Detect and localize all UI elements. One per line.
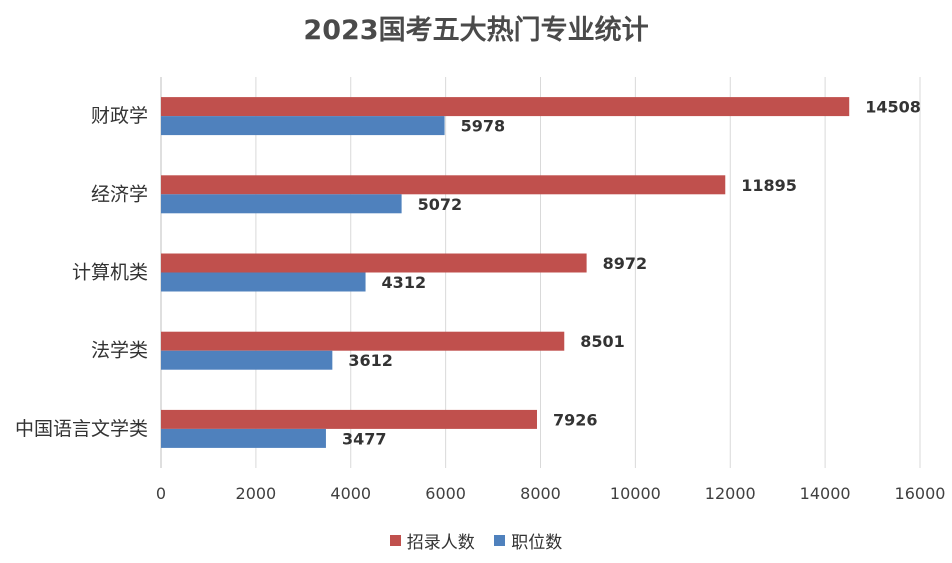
data-label-s1-c4: 3477 bbox=[342, 429, 387, 448]
legend-item-positions: 职位数 bbox=[494, 528, 562, 553]
bar-s0-c2 bbox=[161, 253, 587, 273]
legend: 招录人数 职位数 bbox=[0, 528, 952, 553]
data-label-s0-c0: 14508 bbox=[865, 98, 921, 117]
category-label-4: 中国语言文学类 bbox=[15, 418, 148, 440]
legend-item-recruits: 招录人数 bbox=[389, 528, 475, 553]
category-label-1: 经济学 bbox=[91, 183, 148, 205]
x-tick-label-5: 10000 bbox=[610, 484, 661, 503]
category-label-0: 财政学 bbox=[91, 105, 148, 127]
bar-s0-c3 bbox=[161, 331, 565, 351]
data-label-s1-c0: 5978 bbox=[461, 117, 506, 136]
bar-s1-c2 bbox=[161, 272, 366, 292]
bar-s1-c0 bbox=[161, 116, 445, 136]
data-label-s0-c4: 7926 bbox=[553, 410, 598, 429]
data-label-s1-c3: 3612 bbox=[348, 351, 393, 370]
data-label-s0-c1: 11895 bbox=[741, 176, 797, 195]
bar-s0-c4 bbox=[161, 409, 537, 429]
bar-s0-c0 bbox=[161, 97, 850, 117]
x-tick-label-0: 0 bbox=[156, 484, 166, 503]
x-tick-label-7: 14000 bbox=[800, 484, 851, 503]
legend-swatch-recruits bbox=[389, 535, 401, 546]
category-label-2: 计算机类 bbox=[72, 262, 148, 284]
x-tick-label-4: 8000 bbox=[520, 484, 561, 503]
category-label-3: 法学类 bbox=[91, 340, 148, 362]
legend-label-positions: 职位数 bbox=[511, 533, 563, 553]
bar-s1-c4 bbox=[161, 428, 326, 448]
bar-s0-c1 bbox=[161, 175, 726, 195]
bar-chart: 0 2000 4000 6000 8000 10000 12000 14000 16000 财政学… bbox=[15, 77, 946, 503]
data-label-s1-c2: 4312 bbox=[382, 273, 427, 292]
x-tick-label-8: 16000 bbox=[895, 484, 946, 503]
bar-s1-c1 bbox=[161, 194, 402, 214]
x-tick-label-6: 12000 bbox=[705, 484, 756, 503]
data-label-s0-c2: 8972 bbox=[603, 254, 648, 273]
data-label-s0-c3: 8501 bbox=[580, 332, 625, 351]
x-tick-label-3: 6000 bbox=[425, 484, 466, 503]
bar-s1-c3 bbox=[161, 350, 333, 370]
x-tick-label-2: 4000 bbox=[330, 484, 371, 503]
legend-label-recruits: 招录人数 bbox=[406, 533, 475, 553]
x-tick-label-1: 2000 bbox=[236, 484, 277, 503]
legend-swatch-positions bbox=[494, 535, 506, 546]
data-label-s1-c1: 5072 bbox=[418, 195, 463, 214]
chart-title: 2023国考五大热门专业统计 bbox=[303, 15, 649, 46]
